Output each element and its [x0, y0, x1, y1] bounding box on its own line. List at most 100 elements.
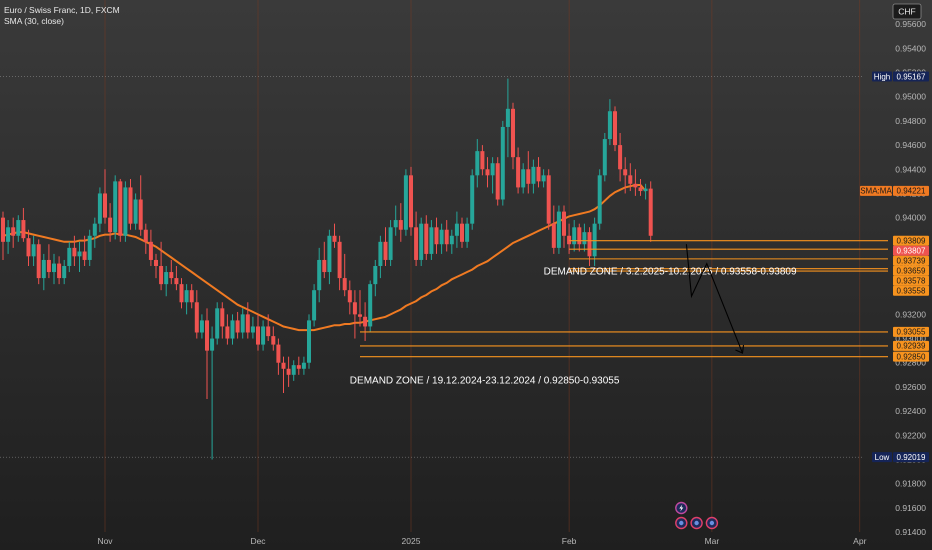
candle-body	[546, 175, 551, 224]
sma-label-text: SMA:MA	[860, 187, 892, 196]
currency-button[interactable]	[892, 3, 922, 20]
candle-body	[347, 290, 352, 303]
event-markers-layer	[675, 501, 719, 530]
candle-body	[414, 227, 419, 260]
candle-body	[291, 365, 296, 375]
candle-body	[154, 259, 158, 266]
zone-price-value: 0.93739	[897, 257, 926, 266]
candle-body	[628, 175, 633, 184]
candle-body	[383, 241, 388, 260]
candle-body	[256, 326, 260, 345]
candle-body	[108, 217, 113, 233]
candle-body	[556, 211, 561, 248]
price-tick-label: 0.92800	[895, 358, 926, 368]
price-tick-label: 0.91600	[895, 503, 926, 513]
candle-body	[439, 229, 444, 245]
candle-body	[562, 211, 566, 236]
price-tick-label: 0.94800	[895, 116, 926, 126]
candle-body	[1, 217, 5, 242]
candle-body	[6, 227, 11, 242]
candle-body	[434, 227, 439, 245]
flag-glyph	[679, 520, 684, 526]
price-tick-label: 0.91800	[895, 479, 926, 489]
candle-body	[475, 151, 480, 176]
candle-body	[393, 220, 398, 228]
low-label-text: Low	[875, 453, 890, 462]
candle-body	[368, 284, 373, 327]
candle-body	[174, 278, 179, 285]
candle-body	[169, 272, 174, 279]
candle-body	[276, 344, 281, 363]
low-price-badge	[893, 452, 929, 463]
candle-body	[67, 247, 72, 266]
time-tick-label: Apr	[853, 536, 866, 546]
candle-body	[72, 247, 77, 257]
candle-body	[199, 320, 204, 333]
candle-body	[271, 336, 276, 345]
price-axis[interactable]: 0.956000.954000.952000.950000.948000.946…	[860, 19, 929, 537]
zone-price-badge	[893, 340, 929, 351]
candle-body	[363, 316, 368, 327]
price-tick-label: 0.94400	[895, 164, 926, 174]
candle-body	[409, 175, 413, 228]
sma-price-value: 0.94221	[897, 187, 926, 196]
candle-body	[403, 175, 408, 230]
candle-body	[495, 163, 500, 200]
candle-body	[587, 232, 592, 257]
zone-price-badge	[893, 265, 929, 276]
candle-body	[220, 308, 225, 327]
candle-body	[281, 362, 286, 369]
candle-body	[301, 362, 306, 369]
candle-body	[250, 326, 255, 333]
candle-body	[205, 320, 209, 351]
candle-body	[225, 326, 230, 339]
zone-price-badge	[893, 275, 929, 286]
candle-body	[551, 223, 556, 248]
candle-body	[337, 241, 342, 279]
price-tick-label: 0.95000	[895, 92, 926, 102]
candle-body	[572, 227, 577, 245]
zone-price-value: 0.93055	[897, 328, 926, 337]
candle-body	[21, 220, 26, 239]
high-price-badge	[893, 71, 929, 82]
candle-body	[373, 266, 378, 285]
candle-body	[424, 223, 429, 254]
candle-body	[470, 175, 475, 224]
projection-layer	[685, 244, 745, 354]
candle-body	[378, 241, 383, 266]
candle-body	[352, 302, 357, 315]
zone-price-badge	[893, 351, 929, 362]
candle-body	[536, 166, 541, 182]
candle-body	[307, 320, 311, 363]
zone-price-badge	[893, 235, 929, 246]
candle-body	[597, 175, 602, 224]
candle-body	[332, 235, 337, 242]
demand-zone-label: DEMAND ZONE / 19.12.2024-23.12.2024 / 0.…	[350, 375, 620, 386]
candle-body	[36, 244, 41, 279]
candle-body	[138, 199, 143, 230]
candle-body	[245, 314, 250, 333]
low-price-value: 0.92019	[897, 453, 926, 462]
candle-body	[388, 227, 393, 260]
candle-body	[41, 259, 46, 279]
symbol-title: Euro / Swiss Franc, 1D, FXCM	[4, 5, 120, 15]
candle-body	[541, 175, 546, 182]
candle-body	[128, 187, 133, 224]
time-axis[interactable]: Nov Dec 2025 Feb Mar Apr	[97, 536, 866, 546]
candle-body	[210, 338, 215, 351]
flag-glyph	[709, 520, 715, 526]
projection-arrow	[685, 244, 744, 354]
price-tick-label: 0.93200	[895, 309, 926, 319]
candle-body	[398, 220, 403, 230]
price-tick-label: 0.92200	[895, 430, 926, 440]
candle-body	[429, 227, 434, 254]
candle-body	[159, 266, 164, 285]
flag-glyph	[694, 520, 699, 526]
demand-zone-label: DEMAND ZONE / 3.2.2025-10.2.2025 / 0.935…	[544, 266, 797, 277]
candle-body	[52, 263, 56, 273]
candle-body	[317, 259, 322, 291]
price-tick-label: 0.93000	[895, 334, 926, 344]
candle-body	[490, 163, 495, 176]
